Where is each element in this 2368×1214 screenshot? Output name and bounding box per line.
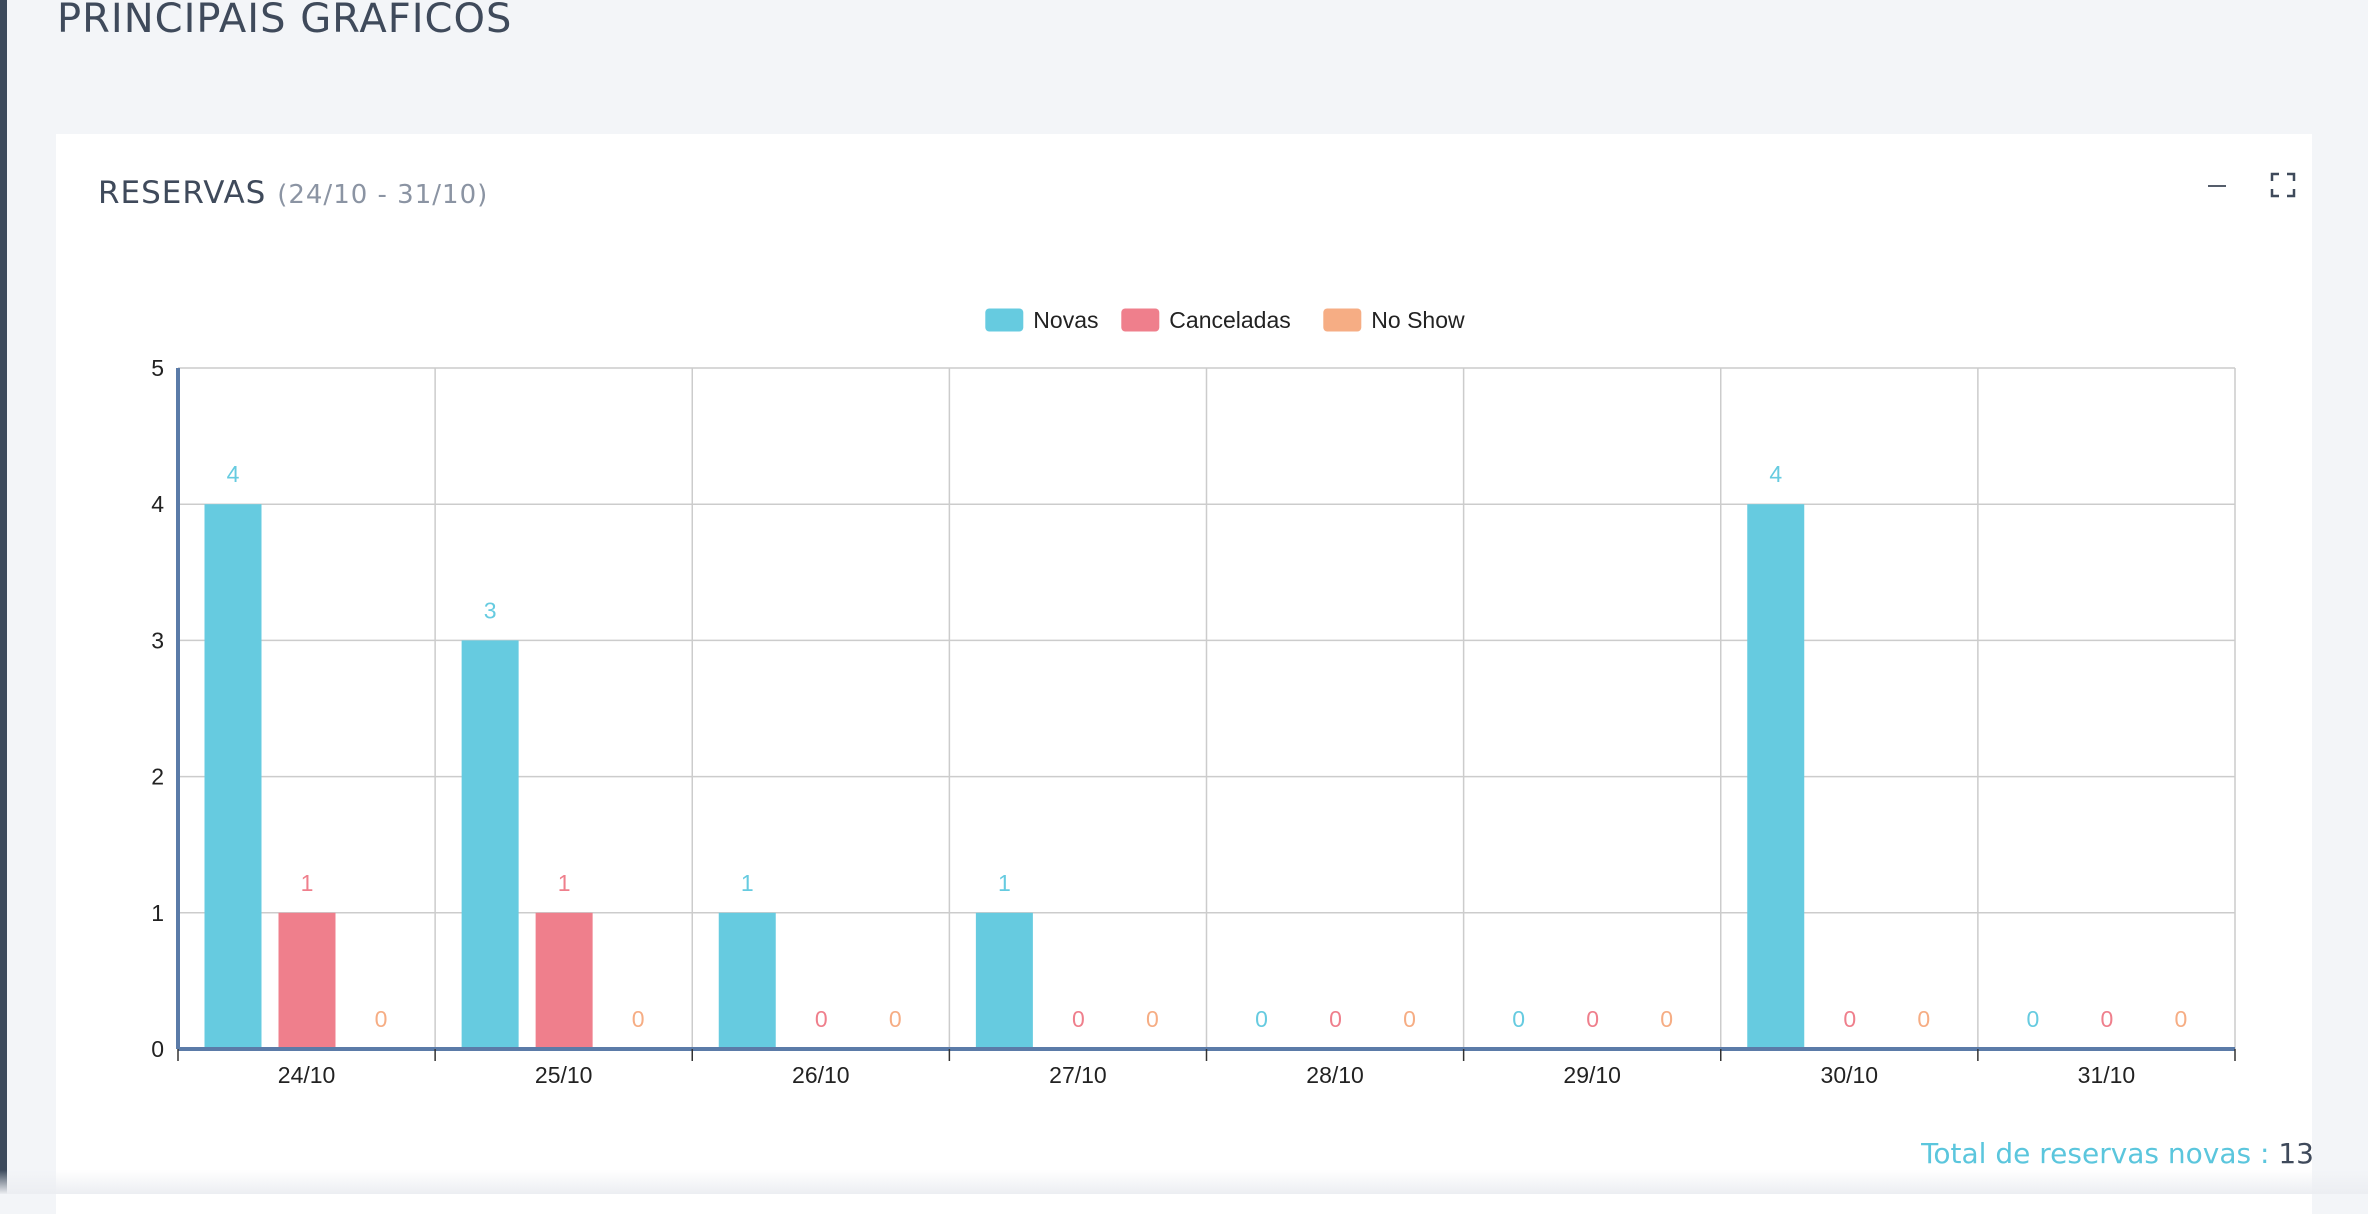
bar-novas: [461, 640, 519, 1049]
bar-canceladas: [535, 912, 593, 1049]
fullscreen-icon[interactable]: [2268, 170, 2298, 200]
legend-swatch: [1121, 308, 1160, 332]
x-tick-label: 25/10: [535, 1062, 593, 1088]
bar-novas: [204, 504, 262, 1049]
legend-swatch: [1323, 308, 1362, 332]
data-label: 0: [1512, 1006, 1525, 1032]
minus-icon[interactable]: [2202, 170, 2232, 200]
data-label: 3: [484, 597, 497, 623]
legend-label: No Show: [1371, 307, 1465, 333]
data-label: 0: [1146, 1006, 1159, 1032]
page-title: PRINCIPAIS GRÁFICOS: [57, 0, 513, 42]
data-label: 4: [1769, 461, 1782, 487]
x-tick-label: 24/10: [278, 1062, 336, 1088]
sidebar-edge: [0, 0, 7, 1194]
bar-novas: [975, 912, 1033, 1049]
data-label: 1: [301, 870, 314, 896]
bar-novas: [718, 912, 776, 1049]
bottom-fade: [0, 1170, 2368, 1194]
x-tick-label: 28/10: [1306, 1062, 1364, 1088]
y-tick-label: 1: [151, 900, 164, 926]
data-label: 0: [1843, 1006, 1856, 1032]
data-label: 0: [1403, 1006, 1416, 1032]
data-label: 0: [2026, 1006, 2039, 1032]
bar-canceladas: [278, 912, 336, 1049]
total-value: 13: [2278, 1137, 2314, 1170]
data-label: 1: [998, 870, 1011, 896]
y-tick-label: 4: [151, 491, 164, 517]
x-tick-label: 27/10: [1049, 1062, 1107, 1088]
legend-label: Canceladas: [1169, 307, 1290, 333]
legend-label: Novas: [1033, 307, 1098, 333]
data-label: 0: [1660, 1006, 1673, 1032]
reservas-card: [56, 134, 2312, 1214]
data-label: 0: [2174, 1006, 2187, 1032]
x-tick-label: 30/10: [1821, 1062, 1879, 1088]
data-label: 1: [741, 870, 754, 896]
x-tick-label: 26/10: [792, 1062, 850, 1088]
data-label: 0: [375, 1006, 388, 1032]
date-range: (24/10 - 31/10): [277, 180, 489, 210]
x-tick-label: 31/10: [2078, 1062, 2136, 1088]
data-label: 4: [227, 461, 240, 487]
data-label: 0: [1586, 1006, 1599, 1032]
data-label: 0: [1329, 1006, 1342, 1032]
y-tick-label: 0: [151, 1036, 164, 1062]
data-label: 0: [2100, 1006, 2113, 1032]
bar-novas: [1747, 504, 1805, 1049]
data-label: 0: [1255, 1006, 1268, 1032]
data-label: 0: [815, 1006, 828, 1032]
data-label: 0: [1072, 1006, 1085, 1032]
card-title-text: RESERVAS: [98, 175, 267, 211]
y-tick-label: 2: [151, 764, 164, 790]
card-title: RESERVAS (24/10 - 31/10): [98, 175, 488, 211]
total-label: Total de reservas novas :: [1921, 1137, 2270, 1170]
y-tick-label: 5: [151, 355, 164, 381]
x-tick-label: 29/10: [1563, 1062, 1621, 1088]
y-tick-label: 3: [151, 627, 164, 653]
legend-swatch: [985, 308, 1024, 332]
total-reservas: Total de reservas novas : 13: [1921, 1137, 2314, 1170]
data-label: 1: [558, 870, 571, 896]
data-label: 0: [632, 1006, 645, 1032]
data-label: 0: [1917, 1006, 1930, 1032]
data-label: 0: [889, 1006, 902, 1032]
